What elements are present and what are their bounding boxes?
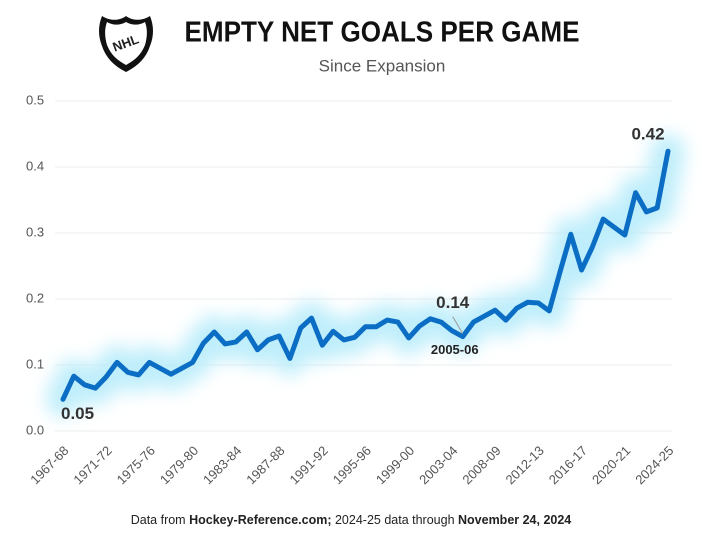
source-part: Data from — [131, 513, 189, 527]
x-tick-label: 1967-68 — [27, 443, 71, 487]
y-tick-label: 0.3 — [26, 224, 44, 239]
x-tick-label: 1975-76 — [114, 443, 158, 487]
y-tick-label: 0.5 — [26, 92, 44, 107]
annotation: 2005-06 — [431, 342, 479, 357]
y-tick-label: 0.1 — [26, 356, 44, 371]
y-tick-label: 0.4 — [26, 158, 44, 173]
y-tick-label: 0.2 — [26, 290, 44, 305]
chart-subtitle: Since Expansion — [319, 56, 446, 75]
source-part: November 24, 2024 — [458, 513, 571, 527]
source-part: Hockey-Reference.com; — [189, 513, 331, 527]
data-label: 0.14 — [436, 293, 470, 312]
x-tick-label: 2008-09 — [459, 443, 503, 487]
x-tick-label: 2024-25 — [632, 443, 676, 487]
x-tick-label: 2016-17 — [546, 443, 590, 487]
x-tick-label: 1987-88 — [243, 443, 287, 487]
x-tick-label: 1991-92 — [286, 443, 330, 487]
x-tick-label: 2003-04 — [416, 443, 460, 487]
x-tick-label: 1979-80 — [157, 443, 201, 487]
y-tick-label: 0.0 — [26, 422, 44, 437]
x-tick-label: 1995-96 — [330, 443, 374, 487]
annotation-pointer — [452, 316, 464, 334]
data-label: 0.05 — [61, 404, 94, 423]
x-tick-label: 2012-13 — [503, 443, 547, 487]
x-tick-label: 2020-21 — [589, 443, 633, 487]
x-tick-label: 1999-00 — [373, 443, 417, 487]
x-tick-label: 1983-84 — [200, 443, 244, 487]
x-tick-label: 1971-72 — [70, 443, 114, 487]
data-line — [60, 148, 671, 402]
nhl-logo: NHL — [99, 16, 153, 72]
source-part: 2024-25 data through — [332, 513, 459, 527]
source-note: Data from Hockey-Reference.com; 2024-25 … — [131, 513, 572, 527]
logo-inner — [105, 22, 147, 65]
data-label: 0.42 — [631, 125, 664, 144]
chart-title: EMPTY NET GOALS PER GAME — [185, 17, 580, 49]
